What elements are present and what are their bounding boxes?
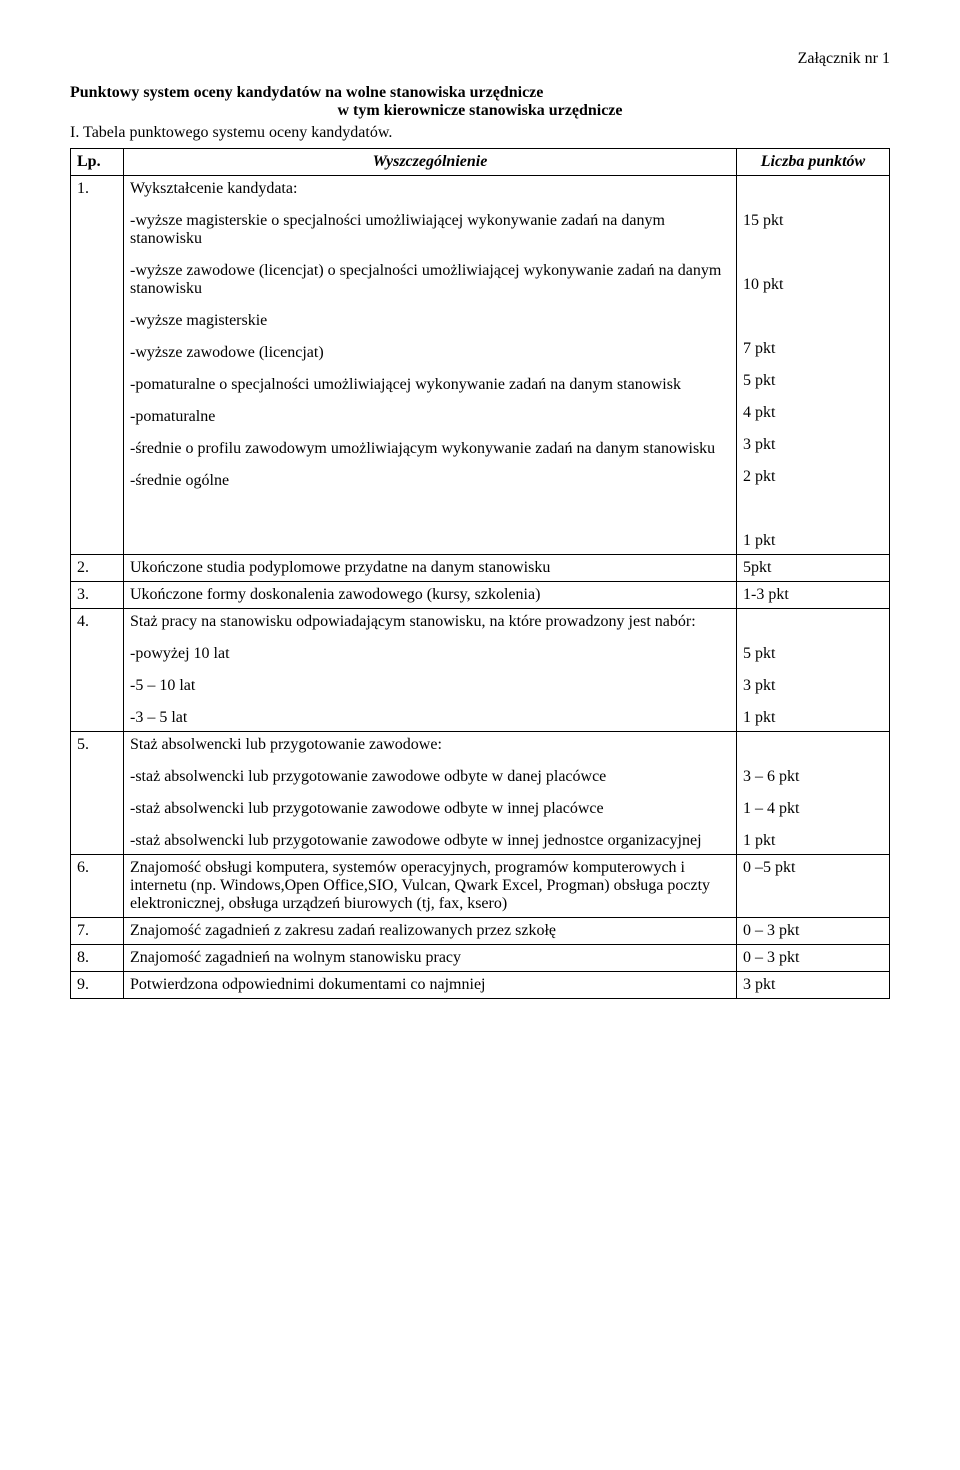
points-value: 1 pkt [743, 532, 883, 550]
row-item: -wyższe magisterskie o specjalności umoż… [130, 212, 730, 248]
row-desc: Staż absolwencki lub przygotowanie zawod… [124, 732, 737, 855]
row-desc: Znajomość zagadnień z zakresu zadań real… [124, 918, 737, 945]
row-lp: 4. [71, 609, 124, 732]
row-lp: 5. [71, 732, 124, 855]
points-value: 2 pkt [743, 468, 883, 486]
row-desc: Znajomość zagadnień na wolnym stanowisku… [124, 945, 737, 972]
points-value: 7 pkt [743, 340, 883, 358]
row-points: 0 – 3 pkt [737, 918, 890, 945]
row-item: -staż absolwencki lub przygotowanie zawo… [130, 800, 730, 818]
row-points: 0 – 3 pkt [737, 945, 890, 972]
subtitle: I. Tabela punktowego systemu oceny kandy… [70, 124, 890, 142]
table-row: 8. Znajomość zagadnień na wolnym stanowi… [71, 945, 890, 972]
scoring-table: Lp. Wyszczególnienie Liczba punktów 1. W… [70, 148, 890, 999]
row-points: 5 pkt 3 pkt 1 pkt [737, 609, 890, 732]
row-item: -pomaturalne o specjalności umożliwiając… [130, 376, 730, 394]
row-points: 5pkt [737, 555, 890, 582]
table-row: 2. Ukończone studia podyplomowe przydatn… [71, 555, 890, 582]
table-row: 4. Staż pracy na stanowisku odpowiadając… [71, 609, 890, 732]
row-item: -średnie ogólne [130, 472, 730, 490]
header-points: Liczba punktów [737, 149, 890, 176]
table-header-row: Lp. Wyszczególnienie Liczba punktów [71, 149, 890, 176]
row-lp: 2. [71, 555, 124, 582]
row-lp: 8. [71, 945, 124, 972]
row-item: -wyższe zawodowe (licencjat) o specjalno… [130, 262, 730, 298]
row-heading: Staż pracy na stanowisku odpowiadającym … [130, 613, 730, 631]
title-line1: Punktowy system oceny kandydatów na woln… [70, 84, 890, 102]
row-desc: Znajomość obsługi komputera, systemów op… [124, 855, 737, 918]
points-value: 1 pkt [743, 832, 883, 850]
row-desc: Ukończone studia podyplomowe przydatne n… [124, 555, 737, 582]
points-value: 15 pkt [743, 212, 883, 230]
row-item: -pomaturalne [130, 408, 730, 426]
row-lp: 9. [71, 972, 124, 999]
row-item: -staż absolwencki lub przygotowanie zawo… [130, 768, 730, 786]
points-value: 5 pkt [743, 645, 883, 663]
row-lp: 3. [71, 582, 124, 609]
row-heading: Staż absolwencki lub przygotowanie zawod… [130, 736, 730, 754]
row-desc: Wykształcenie kandydata: -wyższe magiste… [124, 176, 737, 555]
row-points: 1-3 pkt [737, 582, 890, 609]
row-item: -powyżej 10 lat [130, 645, 730, 663]
points-value: 5 pkt [743, 372, 883, 390]
points-value: 3 pkt [743, 436, 883, 454]
row-points: 3 – 6 pkt 1 – 4 pkt 1 pkt [737, 732, 890, 855]
row-lp: 7. [71, 918, 124, 945]
points-value: 10 pkt [743, 276, 883, 294]
points-value: 1 – 4 pkt [743, 800, 883, 818]
row-desc: Potwierdzona odpowiednimi dokumentami co… [124, 972, 737, 999]
row-lp: 1. [71, 176, 124, 555]
table-row: 9. Potwierdzona odpowiednimi dokumentami… [71, 972, 890, 999]
points-value: 3 – 6 pkt [743, 768, 883, 786]
table-row: 7. Znajomość zagadnień z zakresu zadań r… [71, 918, 890, 945]
row-item: -5 – 10 lat [130, 677, 730, 695]
points-value: 3 pkt [743, 677, 883, 695]
table-row: 5. Staż absolwencki lub przygotowanie za… [71, 732, 890, 855]
table-row: 1. Wykształcenie kandydata: -wyższe magi… [71, 176, 890, 555]
row-item: -średnie o profilu zawodowym umożliwiają… [130, 440, 730, 458]
attachment-label: Załącznik nr 1 [70, 50, 890, 68]
row-desc: Staż pracy na stanowisku odpowiadającym … [124, 609, 737, 732]
table-row: 6. Znajomość obsługi komputera, systemów… [71, 855, 890, 918]
title-line2: w tym kierownicze stanowiska urzędnicze [70, 102, 890, 120]
row-points: 3 pkt [737, 972, 890, 999]
row-desc: Ukończone formy doskonalenia zawodowego … [124, 582, 737, 609]
row-item: -wyższe zawodowe (licencjat) [130, 344, 730, 362]
row-item: -staż absolwencki lub przygotowanie zawo… [130, 832, 730, 850]
row-heading: Wykształcenie kandydata: [130, 180, 730, 198]
header-lp: Lp. [71, 149, 124, 176]
row-lp: 6. [71, 855, 124, 918]
points-value: 1 pkt [743, 709, 883, 727]
row-item: -wyższe magisterskie [130, 312, 730, 330]
title-block: Punktowy system oceny kandydatów na woln… [70, 84, 890, 120]
header-desc: Wyszczególnienie [124, 149, 737, 176]
row-points: 0 –5 pkt [737, 855, 890, 918]
points-value: 4 pkt [743, 404, 883, 422]
table-row: 3. Ukończone formy doskonalenia zawodowe… [71, 582, 890, 609]
row-points: 15 pkt 10 pkt 7 pkt 5 pkt 4 pkt 3 pkt 2 … [737, 176, 890, 555]
row-item: -3 – 5 lat [130, 709, 730, 727]
